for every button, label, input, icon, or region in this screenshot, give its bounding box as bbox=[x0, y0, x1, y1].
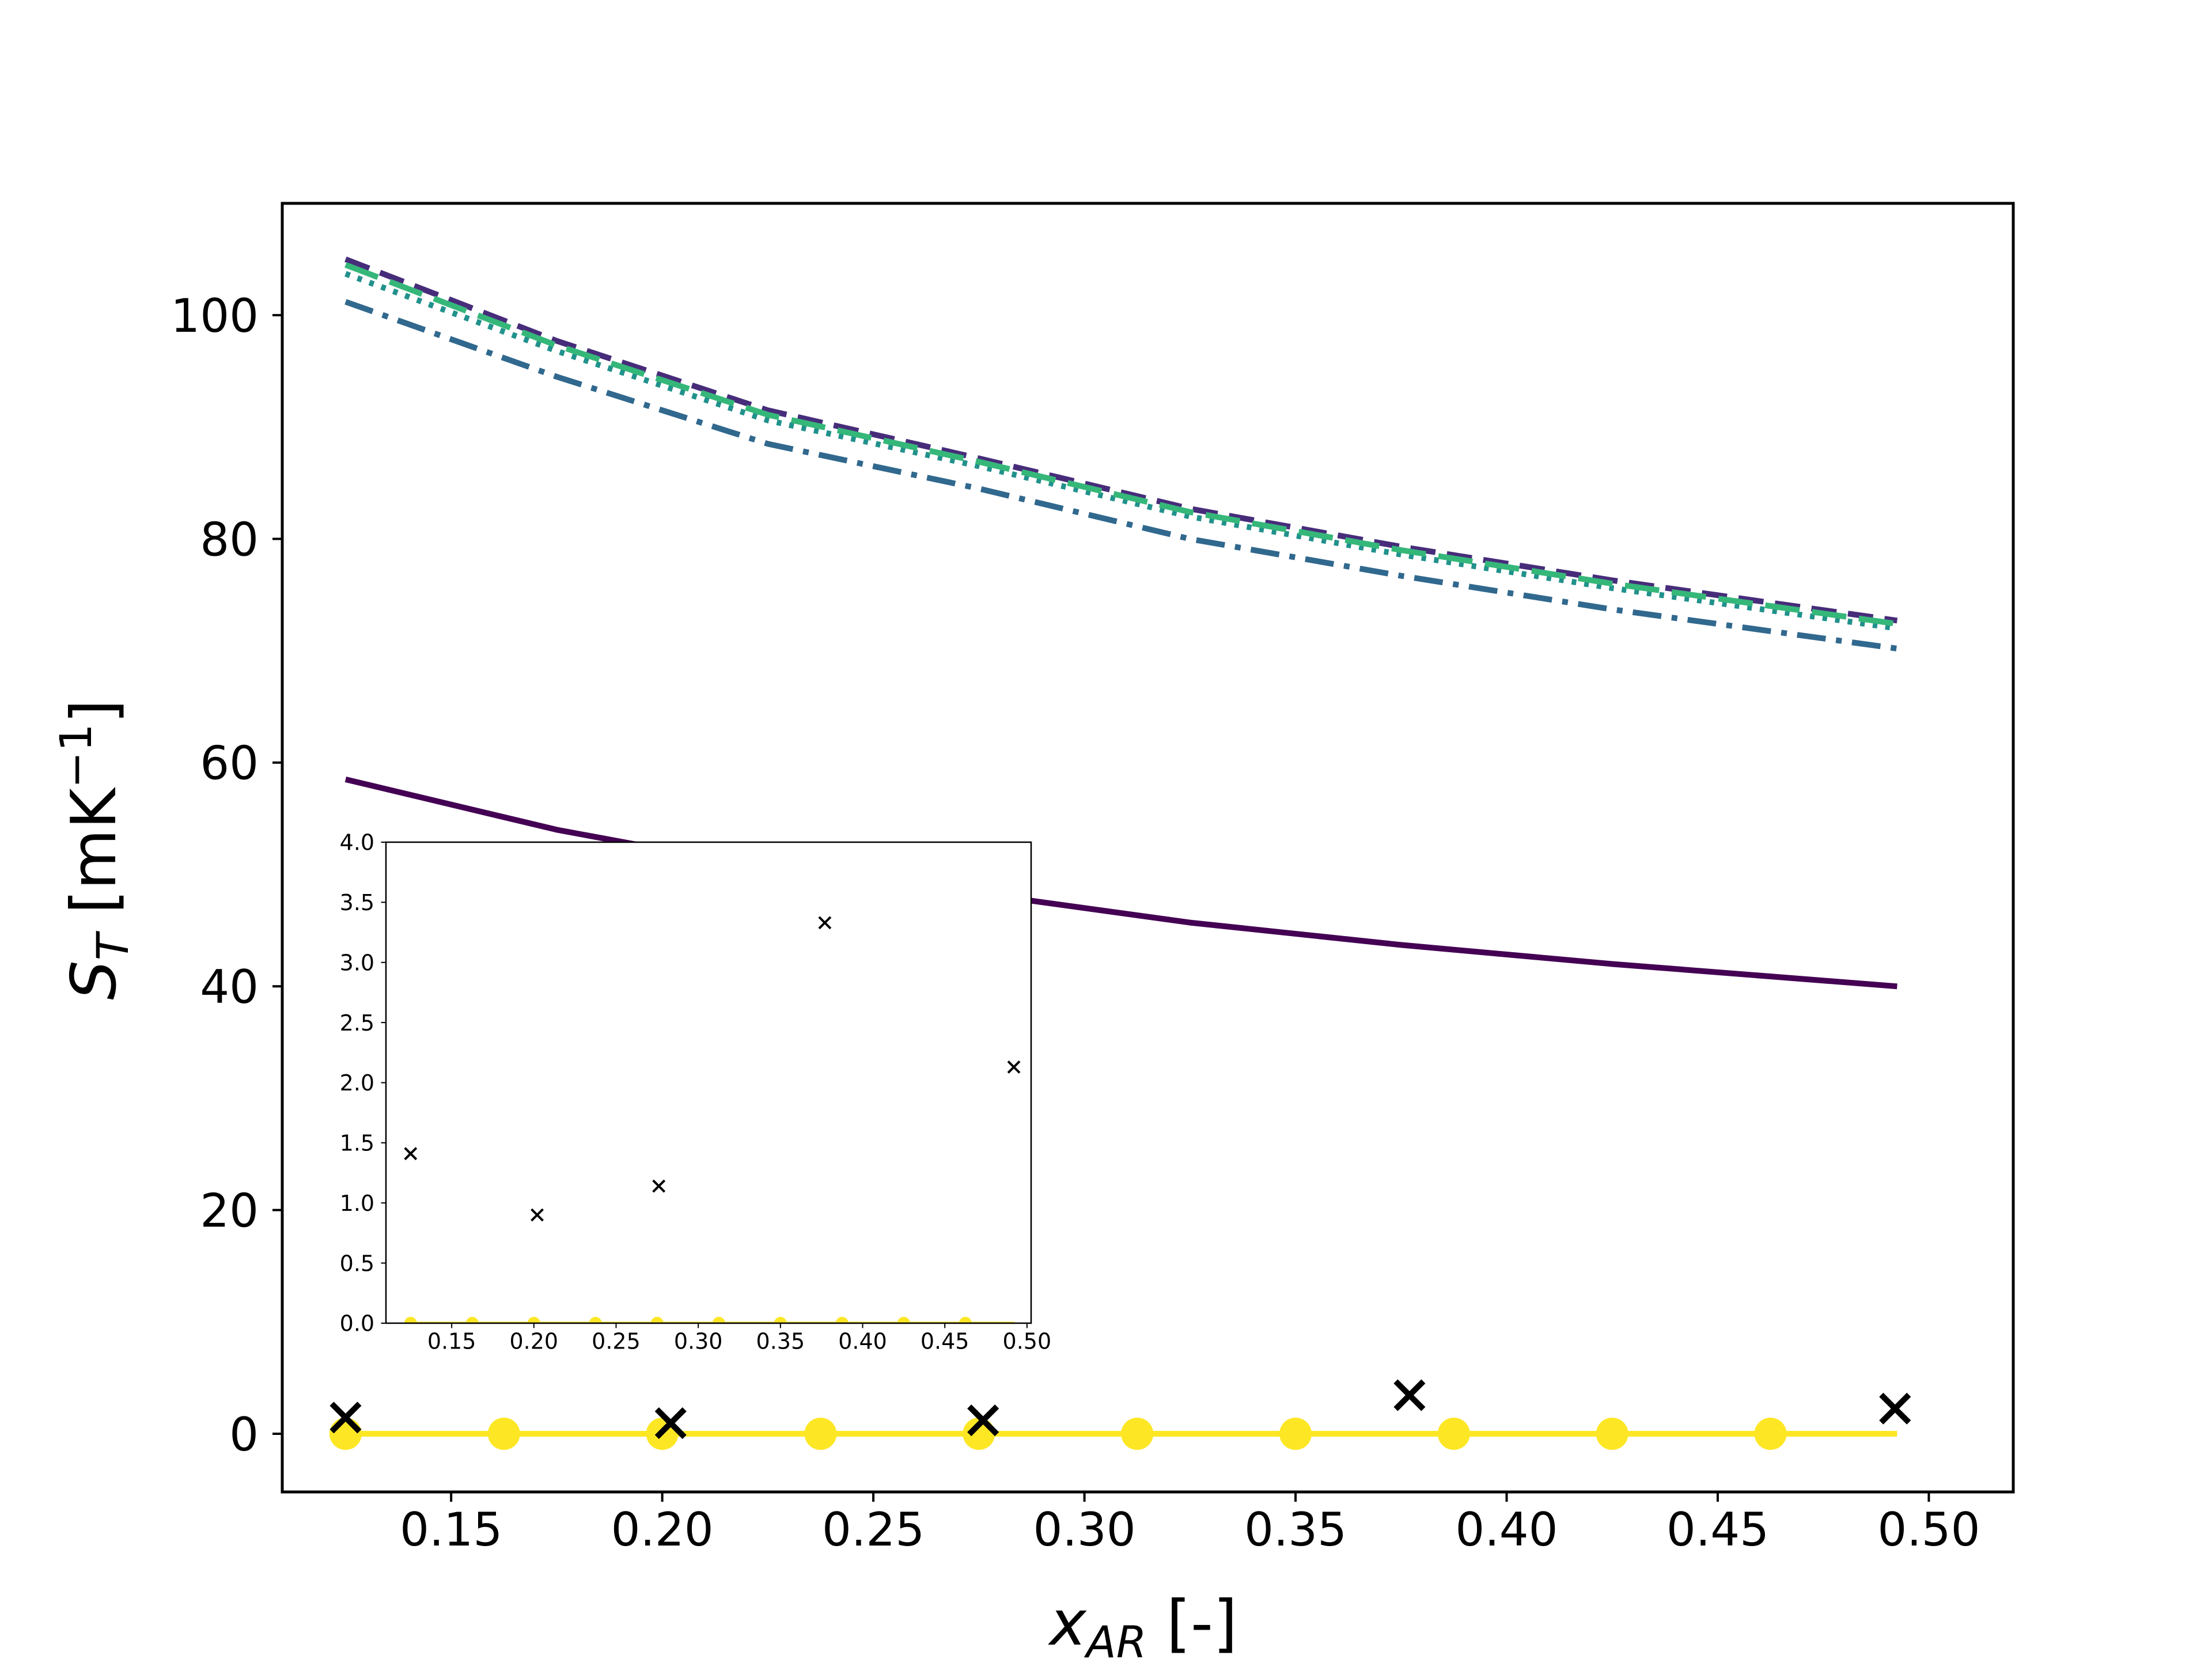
inset-series-1-point-6 bbox=[774, 1317, 787, 1323]
main-series-2-line bbox=[344, 299, 1898, 652]
inset-y-tick-label-0: 0.0 bbox=[340, 1311, 374, 1336]
inset-y-tick-label-3: 1.5 bbox=[340, 1131, 374, 1156]
inset-series-1-point-0 bbox=[404, 1317, 417, 1323]
inset-series-1-point-2 bbox=[527, 1317, 540, 1323]
main-x-tick-label-7: 0.50 bbox=[1877, 1503, 1980, 1556]
inset-y-tick-label-7: 3.5 bbox=[340, 890, 374, 915]
inset-series-0-marker-4 bbox=[1007, 1060, 1021, 1074]
main-y-tick-label-0: 0 bbox=[229, 1408, 259, 1461]
inset-y-tick-label-2: 1.0 bbox=[340, 1191, 374, 1216]
main-x-tick-label-3: 0.30 bbox=[1033, 1503, 1135, 1556]
main-plot: 0.15 0.20 0.25 0.30 0.35 0.40 0.45 0.50 0 20 40 60… bbox=[171, 202, 2015, 1556]
inset-x-axis: 0.15 0.20 0.25 0.30 0.35 0.40 0.45 0.50 bbox=[427, 1323, 1051, 1354]
inset-x-tick-label-3: 0.30 bbox=[674, 1329, 723, 1354]
inset-y-tick-label-4: 2.0 bbox=[340, 1070, 374, 1096]
inset-series-1-point-3 bbox=[589, 1317, 602, 1323]
inset-series-group bbox=[404, 916, 1021, 1323]
inset-x-tick-label-4: 0.35 bbox=[756, 1329, 805, 1354]
inset-series-1-point-1 bbox=[465, 1317, 479, 1323]
main-series-5-point-6 bbox=[1279, 1418, 1312, 1450]
inset-x-tick-label-0: 0.15 bbox=[427, 1329, 476, 1354]
main-x-tick-label-6: 0.45 bbox=[1666, 1503, 1769, 1556]
inset-x-tick-label-1: 0.20 bbox=[510, 1329, 559, 1354]
inset-series-0-marker-3 bbox=[818, 916, 832, 930]
y-axis-label-sup: −1 bbox=[50, 724, 101, 788]
main-series-5-point-0 bbox=[329, 1418, 362, 1450]
main-series-0-line bbox=[344, 777, 1897, 990]
main-series-6-marker-2 bbox=[967, 1404, 999, 1437]
main-series-4-line bbox=[344, 262, 1898, 627]
inset-x-tick-label-2: 0.25 bbox=[592, 1329, 641, 1354]
inset-y-tick-label-6: 3.0 bbox=[340, 950, 374, 975]
inset-y-axis: 0.0 0.5 1.0 1.5 2.0 2.5 3.0 3.5 4.0 bbox=[340, 830, 386, 1336]
main-series-1-line bbox=[344, 256, 1898, 624]
main-y-tick-label-1: 20 bbox=[200, 1184, 259, 1237]
main-y-axis: 0 20 40 60 80 100 bbox=[171, 289, 282, 1461]
main-x-tick-label-1: 0.20 bbox=[611, 1503, 714, 1556]
main-series-group bbox=[329, 256, 1911, 1450]
inset-x-tick-label-7: 0.50 bbox=[1003, 1329, 1052, 1354]
main-series-6-marker-1 bbox=[654, 1407, 687, 1440]
main-plot-frame bbox=[281, 202, 2015, 1494]
main-series-5-point-3 bbox=[804, 1418, 837, 1450]
main-x-axis: 0.15 0.20 0.25 0.30 0.35 0.40 0.45 0.50 bbox=[400, 1492, 1980, 1556]
main-y-tick-label-2: 40 bbox=[200, 960, 259, 1014]
inset-series-1-point-5 bbox=[712, 1317, 725, 1323]
inset-x-tick-label-5: 0.40 bbox=[838, 1329, 887, 1354]
main-y-tick-label-3: 60 bbox=[200, 737, 259, 790]
y-axis-label-unit-open: [mK bbox=[58, 786, 130, 934]
inset-series-1-point-4 bbox=[650, 1317, 664, 1323]
main-series-5-point-8 bbox=[1596, 1418, 1628, 1450]
main-series-5-point-9 bbox=[1754, 1418, 1787, 1450]
main-x-tick-label-5: 0.40 bbox=[1455, 1503, 1558, 1556]
inset-series-1-point-8 bbox=[897, 1317, 910, 1323]
main-series-6-marker-0 bbox=[329, 1402, 362, 1434]
main-y-tick-label-4: 80 bbox=[200, 513, 259, 566]
inset-series-1-point-7 bbox=[835, 1317, 849, 1323]
main-series-5-point-7 bbox=[1437, 1418, 1470, 1450]
y-axis-label-main: S bbox=[58, 960, 130, 1000]
inset-y-tick-label-1: 0.5 bbox=[340, 1251, 374, 1276]
inset-background bbox=[386, 842, 1031, 1323]
x-axis-label-main: x bbox=[1048, 1588, 1087, 1659]
main-series-5-point-1 bbox=[487, 1418, 520, 1450]
inset-series-1-point-9 bbox=[959, 1317, 972, 1323]
main-y-tick-label-5: 100 bbox=[171, 289, 259, 343]
inset-series-0-marker-0 bbox=[404, 1147, 418, 1161]
x-axis-label: xAR [-] bbox=[1048, 1588, 1237, 1659]
main-series-6-marker-3 bbox=[1393, 1379, 1426, 1411]
x-axis-label-sub: AR bbox=[1084, 1616, 1147, 1659]
y-axis-label-sub: T bbox=[87, 930, 138, 960]
inset-x-tick-label-6: 0.45 bbox=[921, 1329, 969, 1354]
x-axis-label-unit: [-] bbox=[1147, 1588, 1238, 1659]
inset-plot: 0.15 0.20 0.25 0.30 0.35 0.40 0.45 0.50 0.0 0.5 1… bbox=[340, 830, 1052, 1354]
main-series-5-point-5 bbox=[1121, 1418, 1154, 1450]
y-axis-label-unit-close: ] bbox=[58, 699, 130, 724]
main-x-tick-label-4: 0.35 bbox=[1244, 1503, 1347, 1556]
inset-series-0-marker-1 bbox=[531, 1208, 544, 1222]
inset-y-tick-label-5: 2.5 bbox=[340, 1010, 374, 1036]
main-x-tick-label-2: 0.25 bbox=[822, 1503, 925, 1556]
y-axis-label: ST [mK−1] bbox=[50, 699, 138, 1000]
main-series-6-marker-4 bbox=[1879, 1392, 1911, 1425]
inset-series-0-marker-2 bbox=[652, 1179, 666, 1193]
inset-y-tick-label-8: 4.0 bbox=[340, 830, 374, 855]
main-x-tick-label-0: 0.15 bbox=[400, 1503, 502, 1556]
